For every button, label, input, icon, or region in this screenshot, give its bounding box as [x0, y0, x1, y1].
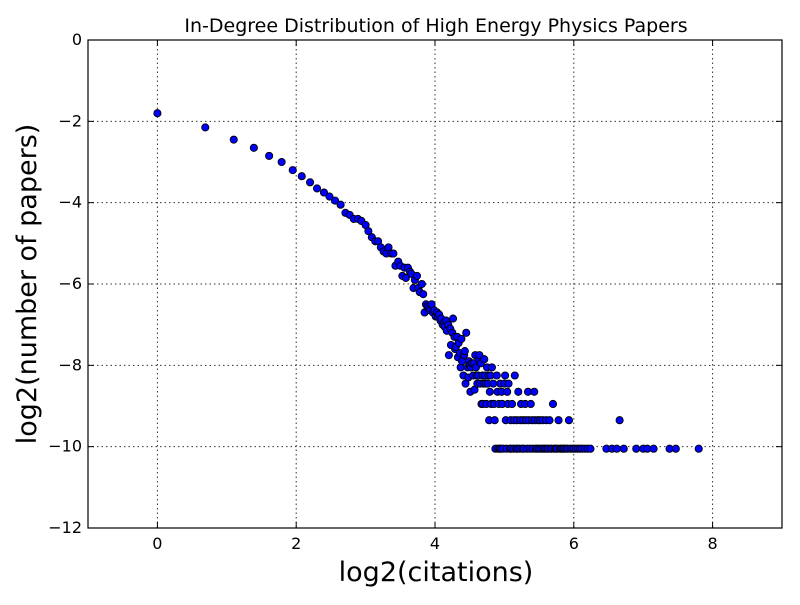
data-point [554, 416, 563, 425]
data-point [401, 273, 410, 282]
data-point [389, 249, 398, 258]
x-axis-label: log2(citations) [339, 557, 534, 588]
data-point [457, 334, 466, 343]
data-point [485, 387, 494, 396]
data-point [526, 399, 535, 409]
chart-title: In-Degree Distribution of High Energy Ph… [184, 15, 687, 37]
data-point [306, 178, 315, 187]
data-point [564, 416, 573, 425]
data-point [460, 347, 469, 356]
data-point [444, 351, 453, 360]
data-point [249, 143, 258, 152]
data-point [649, 444, 658, 453]
data-point [586, 444, 595, 453]
data-point [504, 379, 513, 388]
data-point [530, 387, 539, 396]
y-tick-label: −4 [58, 193, 82, 212]
data-point [615, 416, 624, 425]
data-point [331, 196, 340, 205]
y-tick-label: −2 [58, 111, 82, 130]
data-point [448, 314, 458, 323]
data-point [492, 371, 501, 380]
data-point [364, 227, 373, 236]
data-point [489, 379, 498, 388]
data-point [507, 399, 517, 409]
data-point [201, 123, 210, 132]
data-point [336, 200, 345, 209]
data-point [480, 355, 489, 364]
data-point [417, 279, 426, 289]
y-tick-label: −10 [48, 437, 82, 456]
data-point [612, 444, 621, 453]
data-point [694, 444, 703, 453]
y-tick-label: −12 [48, 518, 82, 537]
y-tick-label: −6 [58, 274, 82, 293]
data-point [510, 371, 519, 380]
data-point [462, 328, 471, 337]
data-point [312, 184, 322, 193]
data-point [503, 387, 512, 396]
axis-ticks: 0 2 4 6 8 0 −2 −4 −6 −8 −10 −12 [48, 30, 782, 553]
data-point [325, 192, 334, 201]
y-tick-label: −8 [58, 355, 82, 374]
data-point [548, 399, 558, 409]
data-point [412, 271, 422, 280]
data-point [297, 172, 306, 181]
data-point [514, 387, 523, 396]
data-point [501, 371, 510, 380]
x-tick-label: 6 [569, 534, 579, 553]
data-point [671, 444, 680, 453]
data-points [153, 109, 703, 453]
data-point [288, 166, 297, 175]
y-tick-label: 0 [72, 30, 82, 49]
grid [88, 39, 782, 529]
x-tick-label: 0 [152, 534, 162, 553]
data-point [229, 135, 238, 144]
data-point [619, 444, 628, 453]
data-point [545, 416, 554, 425]
x-tick-label: 2 [291, 534, 301, 553]
data-point [490, 416, 499, 425]
data-point [277, 157, 286, 167]
data-point [319, 188, 329, 197]
data-point [419, 290, 428, 299]
data-point [153, 109, 162, 118]
data-point [632, 444, 641, 453]
y-axis-label: log2(number of papers) [12, 124, 43, 445]
data-point [265, 151, 274, 160]
x-tick-label: 4 [430, 534, 440, 553]
x-tick-label: 8 [708, 534, 718, 553]
data-point [487, 363, 496, 372]
